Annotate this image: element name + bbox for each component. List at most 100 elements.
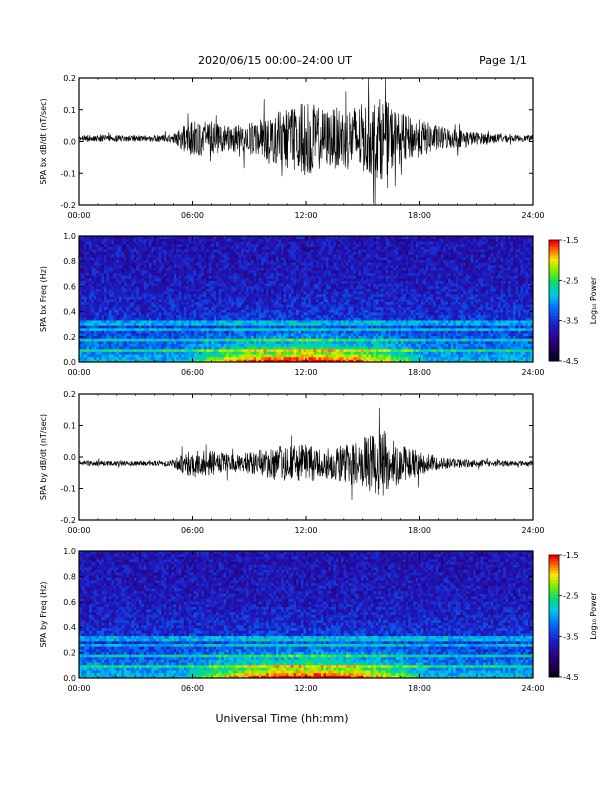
spectrogram-cell bbox=[124, 302, 127, 305]
spectrogram-cell bbox=[161, 310, 164, 313]
spectrogram-cell bbox=[109, 349, 112, 352]
spectrogram-cell bbox=[501, 307, 504, 310]
spectrogram-cell bbox=[416, 294, 419, 297]
spectrogram-cell bbox=[304, 336, 307, 339]
spectrogram-cell bbox=[403, 323, 406, 326]
spectrogram-cell bbox=[503, 294, 506, 297]
spectrogram-cell bbox=[438, 310, 441, 313]
spectrogram-cell bbox=[301, 349, 304, 352]
spectrogram-cell bbox=[491, 317, 494, 320]
spectrogram-cell bbox=[376, 341, 379, 344]
spectrogram-cell bbox=[144, 307, 147, 310]
spectrogram-cell bbox=[311, 302, 314, 305]
spectrogram-cell bbox=[301, 325, 304, 328]
spectrogram-cell bbox=[119, 336, 122, 339]
spectrogram-cell bbox=[423, 291, 426, 294]
spectrogram-cell bbox=[204, 352, 207, 355]
spectrogram-cell bbox=[313, 346, 316, 349]
spectrogram-cell bbox=[194, 323, 197, 326]
spectrogram-cell bbox=[431, 331, 434, 334]
spectrogram-cell bbox=[191, 296, 194, 299]
spectrogram-cell bbox=[421, 317, 424, 320]
spectrogram-cell bbox=[326, 346, 329, 349]
spectrogram-cell bbox=[239, 299, 242, 302]
spectrogram-cell bbox=[496, 331, 499, 334]
spectrogram-cell bbox=[378, 320, 381, 323]
spectrogram-cell bbox=[511, 317, 514, 320]
spectrogram-cell bbox=[296, 304, 299, 307]
spectrogram-cell bbox=[146, 341, 149, 344]
spectrogram-cell bbox=[91, 341, 94, 344]
spectrogram-cell bbox=[254, 349, 257, 352]
spectrogram-cell bbox=[284, 344, 287, 347]
spectrogram-cell bbox=[358, 338, 361, 341]
spectrogram-cell bbox=[318, 354, 321, 357]
spectrogram-cell bbox=[269, 291, 272, 294]
spectrogram-cell bbox=[461, 291, 464, 294]
spectrogram-cell bbox=[506, 315, 509, 318]
spectrogram-cell bbox=[343, 299, 346, 302]
spectrogram-cell bbox=[508, 325, 511, 328]
spectrogram-cell bbox=[443, 331, 446, 334]
spectrogram-cell bbox=[179, 323, 182, 326]
spectrogram-cell bbox=[209, 328, 212, 331]
spectrogram-cell bbox=[101, 338, 104, 341]
spectrogram-cell bbox=[391, 310, 394, 313]
spectrogram-cell bbox=[174, 320, 177, 323]
spectrogram-cell bbox=[131, 344, 134, 347]
spectrogram-cell bbox=[381, 349, 384, 352]
spectrogram-cell bbox=[448, 349, 451, 352]
spectrogram-cell bbox=[483, 323, 486, 326]
spectrogram-cell bbox=[126, 312, 129, 315]
spectrogram-cell bbox=[231, 336, 234, 339]
spectrogram-cell bbox=[181, 307, 184, 310]
spectrogram-cell bbox=[313, 354, 316, 357]
spectrogram-cell bbox=[406, 307, 409, 310]
spectrogram-cell bbox=[134, 349, 137, 352]
spectrogram-cell bbox=[336, 302, 339, 305]
spectrogram-cell bbox=[381, 294, 384, 297]
spectrogram-cell bbox=[194, 336, 197, 339]
spectrogram-cell bbox=[239, 352, 242, 355]
spectrogram-cell bbox=[388, 302, 391, 305]
spectrogram-cell bbox=[194, 302, 197, 305]
spectrogram-cell bbox=[456, 333, 459, 336]
spectrogram-cell bbox=[206, 317, 209, 320]
spectrogram-cell bbox=[301, 354, 304, 357]
spectrogram-cell bbox=[506, 304, 509, 307]
spectrogram-cell bbox=[161, 304, 164, 307]
spectrogram-cell bbox=[311, 338, 314, 341]
spectrogram-cell bbox=[84, 354, 87, 357]
spectrogram-cell bbox=[219, 310, 222, 313]
spectrogram-cell bbox=[161, 346, 164, 349]
spectrogram-cell bbox=[313, 341, 316, 344]
spectrogram-cell bbox=[508, 296, 511, 299]
spectrogram-cell bbox=[321, 317, 324, 320]
spectrogram-cell bbox=[361, 331, 364, 334]
spectrogram-cell bbox=[141, 315, 144, 318]
spectrogram-cell bbox=[276, 315, 279, 318]
spectrogram-cell bbox=[481, 296, 484, 299]
spectrogram-cell bbox=[411, 344, 414, 347]
spectrogram-cell bbox=[101, 333, 104, 336]
spectrogram-cell bbox=[249, 357, 252, 360]
spectrogram-cell bbox=[156, 357, 159, 360]
spectrogram-cell bbox=[286, 291, 289, 294]
spectrogram-cell bbox=[146, 302, 149, 305]
spectrogram-cell bbox=[516, 344, 519, 347]
spectrogram-cell bbox=[294, 310, 297, 313]
spectrogram-cell bbox=[219, 349, 222, 352]
spectrogram-cell bbox=[301, 328, 304, 331]
spectrogram-cell bbox=[408, 352, 411, 355]
spectrogram-cell bbox=[89, 291, 92, 294]
spectrogram-cell bbox=[458, 317, 461, 320]
spectrogram-cell bbox=[259, 299, 262, 302]
spectrogram-cell bbox=[121, 304, 124, 307]
spectrogram-cell bbox=[438, 336, 441, 339]
spectrogram-cell bbox=[313, 336, 316, 339]
spectrogram-cell bbox=[171, 341, 174, 344]
spectrogram-cell bbox=[528, 307, 531, 310]
spectrogram-cell bbox=[301, 312, 304, 315]
spectrogram-cell bbox=[398, 317, 401, 320]
spectrogram-cell bbox=[366, 333, 369, 336]
